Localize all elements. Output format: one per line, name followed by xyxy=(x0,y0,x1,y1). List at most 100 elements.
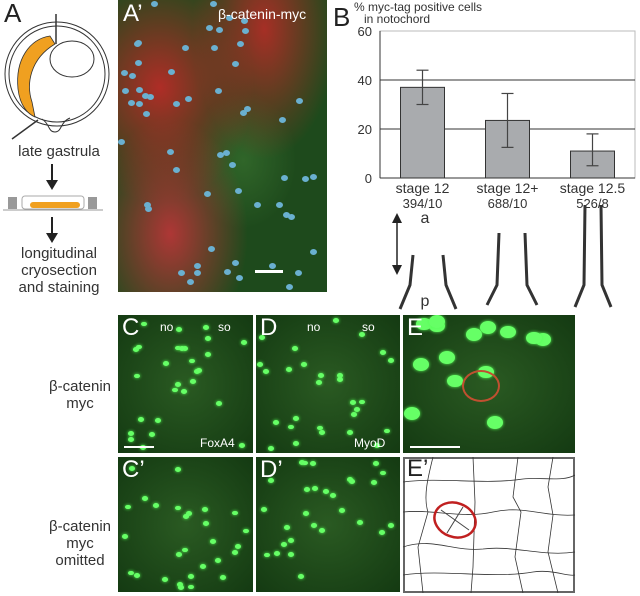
nucleus xyxy=(178,584,185,590)
nucleus xyxy=(124,504,131,510)
x-tick-label: stage 12 xyxy=(396,180,450,196)
nucleus xyxy=(229,161,237,168)
nucleus xyxy=(285,366,292,372)
process-diagram xyxy=(3,164,103,243)
row-label-line: β-catenin xyxy=(49,378,111,395)
nucleus xyxy=(144,206,152,213)
nucleus xyxy=(273,419,280,425)
caption-line: cryosection xyxy=(21,262,97,279)
nucleus xyxy=(256,362,263,368)
nucleus xyxy=(151,0,159,7)
nucleus xyxy=(283,525,290,530)
nucleus xyxy=(267,478,274,483)
nucleus xyxy=(161,577,168,582)
nucleus xyxy=(142,111,150,118)
nucleus xyxy=(128,437,135,443)
nucleus xyxy=(177,581,184,587)
nucleus xyxy=(193,262,201,269)
nucleus xyxy=(176,326,183,332)
label-no: no xyxy=(160,320,174,334)
nucleus xyxy=(231,550,238,555)
nucleus xyxy=(235,274,243,281)
panel-label-e: E xyxy=(407,314,424,341)
nucleus xyxy=(526,331,543,345)
nucleus xyxy=(338,508,345,513)
nucleus xyxy=(311,522,318,528)
nucleus xyxy=(332,318,339,323)
nucleus xyxy=(316,380,323,386)
nucleus xyxy=(281,541,288,547)
nucleus xyxy=(216,26,224,33)
nucleus xyxy=(288,552,295,558)
y-tick-label: 0 xyxy=(365,171,372,186)
nucleus xyxy=(223,268,231,275)
nucleus xyxy=(412,358,429,372)
nucleus xyxy=(486,416,503,430)
nucleus xyxy=(292,441,299,447)
micrograph-d-prime xyxy=(256,457,400,592)
nucleus xyxy=(182,547,189,553)
nucleus xyxy=(374,442,381,448)
nucleus xyxy=(280,175,288,182)
caption-cryosection: longitudinal cryosection and staining xyxy=(0,245,118,296)
nucleus xyxy=(142,92,150,99)
nucleus xyxy=(194,269,202,276)
nucleus xyxy=(173,100,181,107)
nucleus xyxy=(127,570,134,576)
y-tick-label: 40 xyxy=(358,73,372,88)
nucleus xyxy=(154,418,161,423)
nucleus xyxy=(188,358,195,364)
panel-label-d-prime: D’ xyxy=(260,456,283,483)
nucleus xyxy=(318,430,325,435)
nucleus xyxy=(135,344,142,350)
nucleus xyxy=(359,399,366,405)
nucleus xyxy=(234,544,241,550)
nucleus xyxy=(404,407,421,421)
nucleus xyxy=(336,373,343,379)
nucleus xyxy=(465,328,482,342)
nucleus xyxy=(129,73,137,80)
row-label-omitted: β-catenin myc omitted xyxy=(40,518,120,569)
nucleus xyxy=(358,332,365,338)
micrograph-d xyxy=(256,315,400,453)
nucleus xyxy=(176,552,183,558)
nucleus xyxy=(120,69,128,76)
nucleus xyxy=(202,325,209,330)
nucleus xyxy=(132,347,139,352)
nucleus xyxy=(287,538,294,543)
caption-line: longitudinal xyxy=(21,245,97,262)
nucleus xyxy=(148,431,155,437)
label-so: so xyxy=(362,320,375,334)
nucleus xyxy=(144,202,152,209)
nucleus xyxy=(380,470,387,476)
notochord-schematic xyxy=(392,205,613,310)
nucleus xyxy=(268,263,276,270)
row-label-line: myc xyxy=(66,535,94,552)
nucleus xyxy=(241,339,248,345)
row-label-line: myc xyxy=(66,395,94,412)
nucleus xyxy=(210,44,218,51)
nucleus xyxy=(231,61,239,68)
nucleus xyxy=(264,552,271,558)
nucleus xyxy=(177,270,185,277)
y-axis-label: in notochord xyxy=(364,12,430,26)
nucleus xyxy=(173,166,181,173)
nucleus xyxy=(210,539,217,545)
nucleus xyxy=(174,505,181,511)
nucleus xyxy=(388,523,395,529)
caption-line: and staining xyxy=(18,279,100,296)
nucleus xyxy=(182,45,190,52)
nucleus xyxy=(278,117,286,124)
row-label-line: omitted xyxy=(55,552,105,569)
nucleus xyxy=(204,335,211,341)
panel-label-a: A xyxy=(4,0,22,28)
nucleus xyxy=(350,412,357,418)
nucleus xyxy=(199,564,206,569)
nucleus xyxy=(207,246,215,253)
nucleus xyxy=(300,362,307,367)
double-arrow-icon xyxy=(440,506,470,534)
sample-count-label: 688/10 xyxy=(487,196,528,211)
nucleus xyxy=(152,503,159,509)
nucleus xyxy=(137,417,144,422)
nucleus xyxy=(187,573,194,579)
